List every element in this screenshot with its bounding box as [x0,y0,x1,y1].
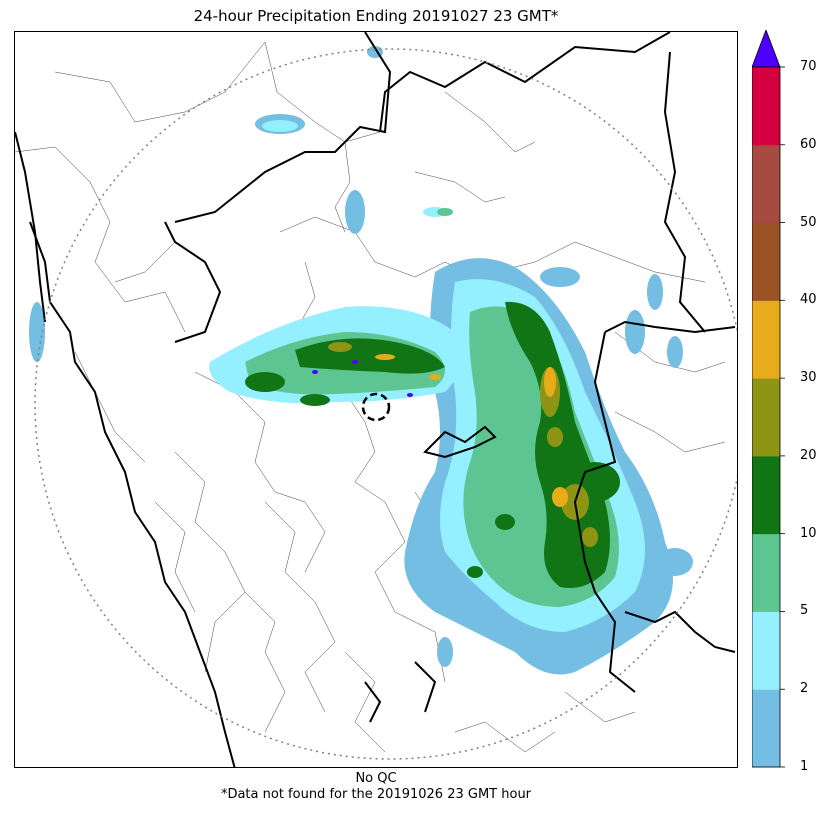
colorbar-tick-label: 60 [800,136,817,152]
colorbar-segment [752,689,780,768]
colorbar-segment [752,144,780,224]
radar-range-ring [34,48,737,760]
chart-title: 24-hour Precipitation Ending 20191027 23… [193,7,559,25]
colorbar-segment [752,222,780,301]
colorbar-ticks [780,66,785,768]
colorbar-segment [752,455,780,535]
colorbar-segment [752,300,780,379]
colorbar-segment [752,533,780,612]
colorbar-outline [752,66,781,768]
colorbar-tick-label: 50 [800,214,817,230]
missing-data-note: *Data not found for the 20191026 23 GMT … [220,787,532,802]
coastline [29,221,236,767]
colorbar-tick-label: 10 [800,525,817,541]
colorbar-tick-label: 40 [800,292,817,308]
qc-note: No QC [355,771,397,786]
colorbar-extend-arrow [752,30,781,68]
radar-map [14,31,738,768]
precip-extreme [312,360,413,397]
colorbar-tick-label: 5 [800,603,809,619]
state-borders [15,32,736,723]
precip-30-40 [375,354,568,507]
colorbar-tick-label: 30 [800,370,817,386]
colorbar-segment [752,378,780,457]
colorbar-segment [752,611,780,690]
radar-site-marker [361,392,391,422]
colorbar-tick-label: 70 [800,59,817,74]
colorbar-tick-label: 20 [800,447,817,463]
colorbar-segments [752,67,780,768]
colorbar-segment [752,67,780,146]
colorbar-tick-label: 2 [800,681,809,697]
colorbar-tick-label: 1 [800,759,809,774]
map-svg [15,32,737,767]
colorbar [752,30,785,768]
